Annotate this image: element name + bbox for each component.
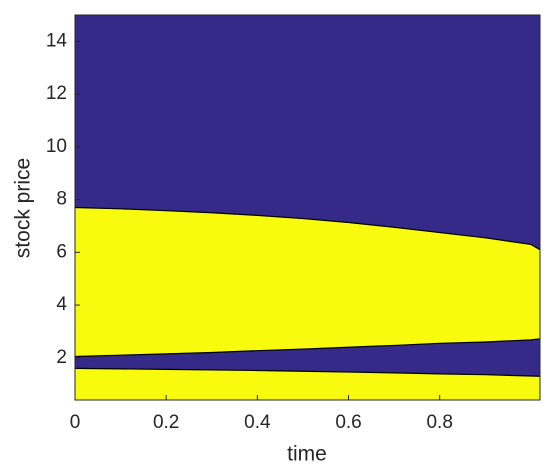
y-tick-label: 12 — [46, 83, 67, 104]
y-tick-label: 6 — [56, 241, 67, 262]
region-boundary — [74, 367, 541, 377]
y-tick-label: 4 — [56, 294, 67, 315]
region-boundary — [74, 338, 541, 358]
y-axis-label: stock price — [12, 158, 35, 258]
x-tick-label: 0.2 — [153, 412, 179, 433]
x-tick-label: 0.8 — [426, 412, 452, 433]
y-tick-label: 14 — [46, 30, 68, 51]
region-boundary — [74, 206, 541, 251]
y-tick-label: 2 — [56, 347, 67, 368]
region-fill — [75, 368, 540, 400]
y-tick-label: 10 — [46, 136, 67, 157]
x-axis-label: time — [287, 443, 327, 466]
x-tick-label: 0.6 — [335, 412, 361, 433]
x-tick-label: 0.4 — [244, 412, 271, 433]
region-fill — [75, 207, 540, 357]
axes-box — [74, 14, 541, 401]
x-tick-label: 0 — [70, 412, 81, 433]
y-tick-label: 8 — [56, 189, 67, 210]
